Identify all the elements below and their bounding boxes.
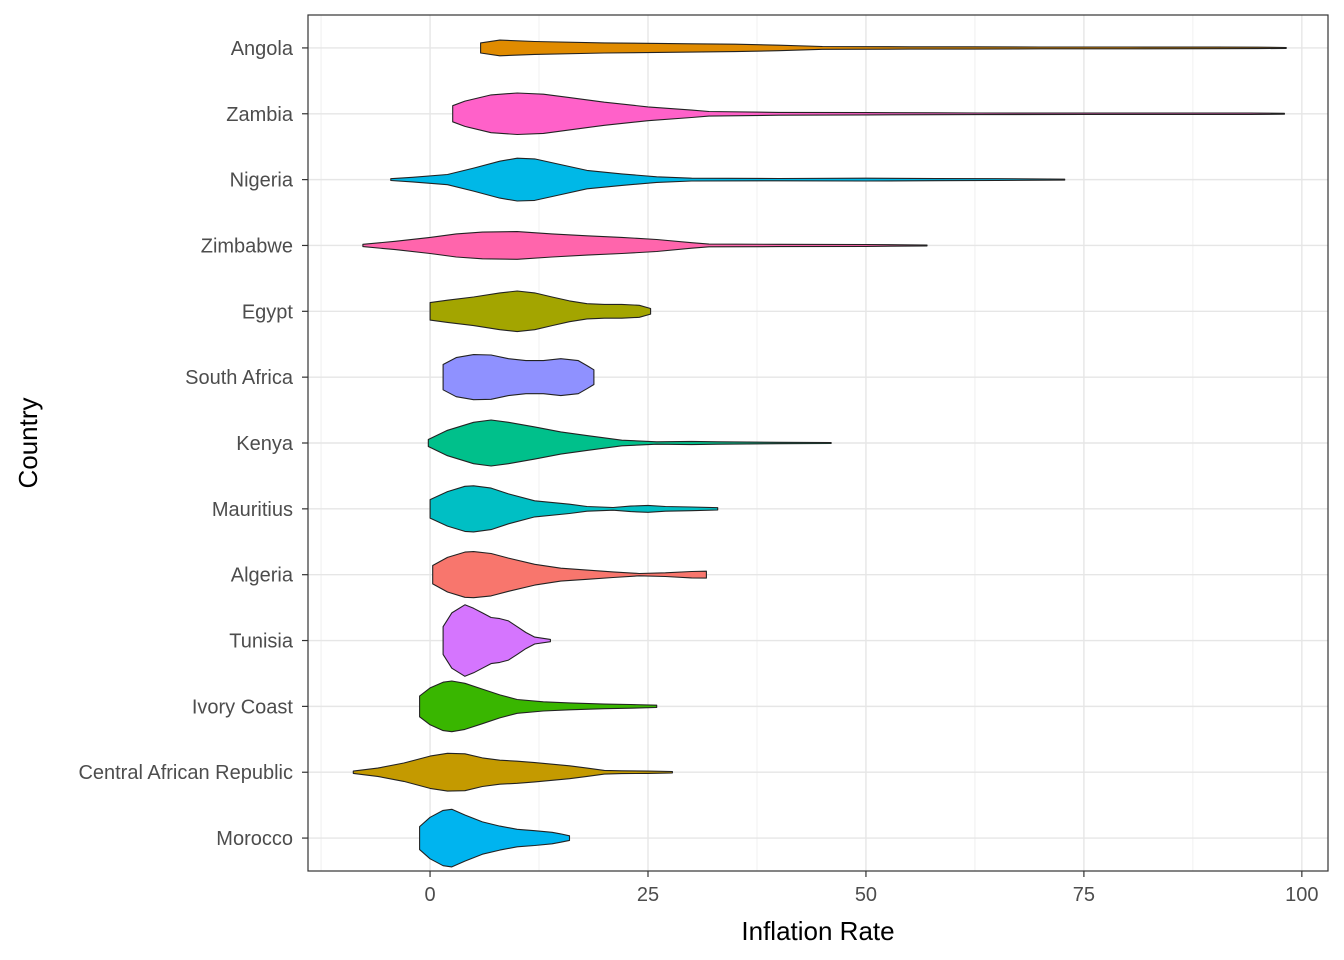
x-tick-label: 50	[855, 884, 877, 906]
x-tick-label: 75	[1073, 884, 1095, 906]
y-tick-label: Nigeria	[230, 170, 294, 192]
y-tick-label: Tunisia	[229, 631, 294, 653]
violin-zimbabwe	[362, 231, 928, 260]
violin-central-african-republic	[352, 752, 673, 792]
violin-egypt	[429, 290, 652, 333]
y-axis-title: Country	[13, 397, 43, 488]
y-tick-label: Egypt	[242, 301, 294, 323]
violin-kenya	[427, 419, 832, 467]
violin-south-africa	[442, 354, 595, 401]
y-tick-label: Morocco	[216, 828, 293, 850]
x-axis: 0 25 50 75 100	[424, 871, 1319, 906]
y-tick-label: Kenya	[236, 433, 294, 455]
violin-morocco	[419, 808, 571, 868]
violin-zambia	[452, 92, 1285, 136]
x-axis-title: Inflation Rate	[741, 916, 894, 946]
y-tick-label: South Africa	[185, 367, 294, 389]
y-tick-label: Angola	[231, 38, 294, 60]
y-tick-label: Mauritius	[212, 499, 293, 521]
violin-tunisia	[442, 604, 551, 677]
y-tick-label: Central African Republic	[78, 762, 293, 784]
violin-ivory-coast	[419, 680, 658, 733]
x-tick-label: 0	[424, 884, 435, 906]
y-tick-label: Zimbabwe	[201, 235, 293, 257]
y-tick-label: Algeria	[231, 565, 294, 587]
violin-angola	[480, 39, 1287, 57]
violin-algeria	[432, 551, 707, 599]
violins	[352, 39, 1287, 868]
x-tick-label: 100	[1285, 884, 1318, 906]
y-tick-label: Zambia	[226, 104, 294, 126]
violin-mauritius	[429, 485, 719, 533]
y-axis: Angola Zambia Nigeria Zimbabwe Egypt South Af…	[78, 38, 308, 850]
y-tick-label: Ivory Coast	[192, 696, 294, 718]
violin-nigeria	[390, 157, 1066, 202]
x-tick-label: 25	[637, 884, 659, 906]
